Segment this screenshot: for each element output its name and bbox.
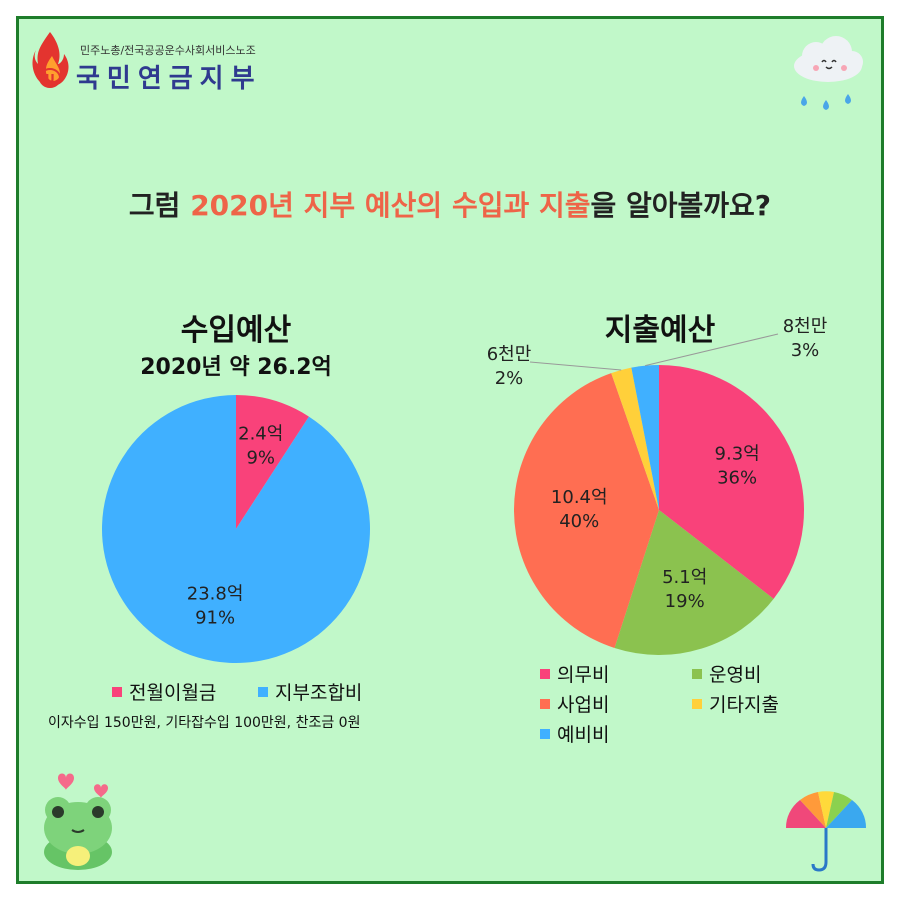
- expense-legend-item-1: 운영비: [692, 660, 761, 687]
- expense-legend-item-0: 의무비: [540, 660, 609, 687]
- pie-slice-2: [514, 373, 659, 649]
- brand-name: 국민연금지부: [76, 64, 262, 94]
- legend-label: 기타지출: [709, 694, 779, 716]
- frog-icon: [44, 773, 112, 870]
- slice-percent-label-3: 2%: [495, 368, 524, 389]
- rain-cloud-icon: [794, 36, 863, 110]
- legend-label: 사업비: [557, 694, 610, 716]
- slice-percent-label-1: 91%: [195, 608, 235, 629]
- legend-label: 전월이월금: [129, 682, 217, 704]
- pie-slice-1: [101, 395, 370, 663]
- legend-label: 지부조합비: [275, 682, 363, 704]
- legend-label: 의무비: [557, 664, 610, 686]
- legend-swatch: [540, 728, 550, 739]
- legend-swatch: [692, 668, 702, 679]
- leader-line-3: [529, 361, 622, 371]
- legend-swatch: [692, 698, 702, 709]
- pie-slice-4: [631, 365, 659, 510]
- headline-accent: 2020년 지부 예산의 수입과 지출: [190, 189, 591, 222]
- page-headline: 그럼 2020년 지부 예산의 수입과 지출을 알아볼까요?: [0, 184, 900, 224]
- slice-percent-label-0: 9%: [246, 447, 275, 468]
- slice-percent-label-1: 19%: [665, 591, 705, 612]
- umbrella-icon: [785, 791, 867, 872]
- slice-percent-label-2: 40%: [559, 511, 599, 532]
- slice-percent-label-4: 3%: [791, 340, 820, 361]
- legend-label: 예비비: [557, 724, 610, 746]
- flame-logo-icon: U: [32, 32, 69, 88]
- slice-amount-label-2: 10.4억: [551, 487, 608, 508]
- pie-slice-1: [614, 510, 774, 655]
- brand-subtitle: 민주노총/전국공공운수사회서비스노조: [80, 44, 256, 57]
- expense-legend-item-3: 기타지출: [692, 690, 779, 717]
- slice-amount-label-0: 2.4억: [238, 423, 283, 444]
- income-legend-item-0: 전월이월금: [112, 678, 216, 705]
- headline-part2: 을 알아볼까요?: [590, 189, 772, 222]
- legend-swatch: [112, 686, 122, 697]
- expense-legend-item-2: 사업비: [540, 690, 609, 717]
- income-legend-item-1: 지부조합비: [258, 678, 362, 705]
- income-note: 이자수입 150만원, 기타잡수입 100만원, 찬조금 0원: [48, 715, 361, 731]
- pie-slice-0: [236, 395, 309, 529]
- pie-slice-0: [659, 365, 805, 599]
- svg-text:U: U: [45, 72, 55, 86]
- legend-swatch: [540, 668, 550, 679]
- slice-amount-label-1: 23.8억: [187, 584, 244, 605]
- income-chart-subtitle: 2020년 약 26.2억: [140, 355, 332, 380]
- legend-swatch: [540, 698, 550, 709]
- income-chart-title: 수입예산: [180, 313, 292, 348]
- slice-amount-label-1: 5.1억: [662, 567, 707, 588]
- expense-chart-title: 지출예산: [604, 313, 716, 348]
- pie-slice-3: [611, 367, 659, 510]
- slice-amount-label-3: 6천만: [487, 344, 532, 365]
- slice-amount-label-0: 9.3억: [715, 444, 760, 465]
- legend-swatch: [258, 686, 268, 697]
- expense-legend-item-4: 예비비: [540, 720, 609, 747]
- slice-percent-label-0: 36%: [717, 468, 757, 489]
- leader-line-4: [644, 333, 779, 367]
- legend-label: 운영비: [709, 664, 762, 686]
- headline-part1: 그럼: [128, 189, 191, 222]
- slice-amount-label-4: 8천만: [783, 316, 828, 337]
